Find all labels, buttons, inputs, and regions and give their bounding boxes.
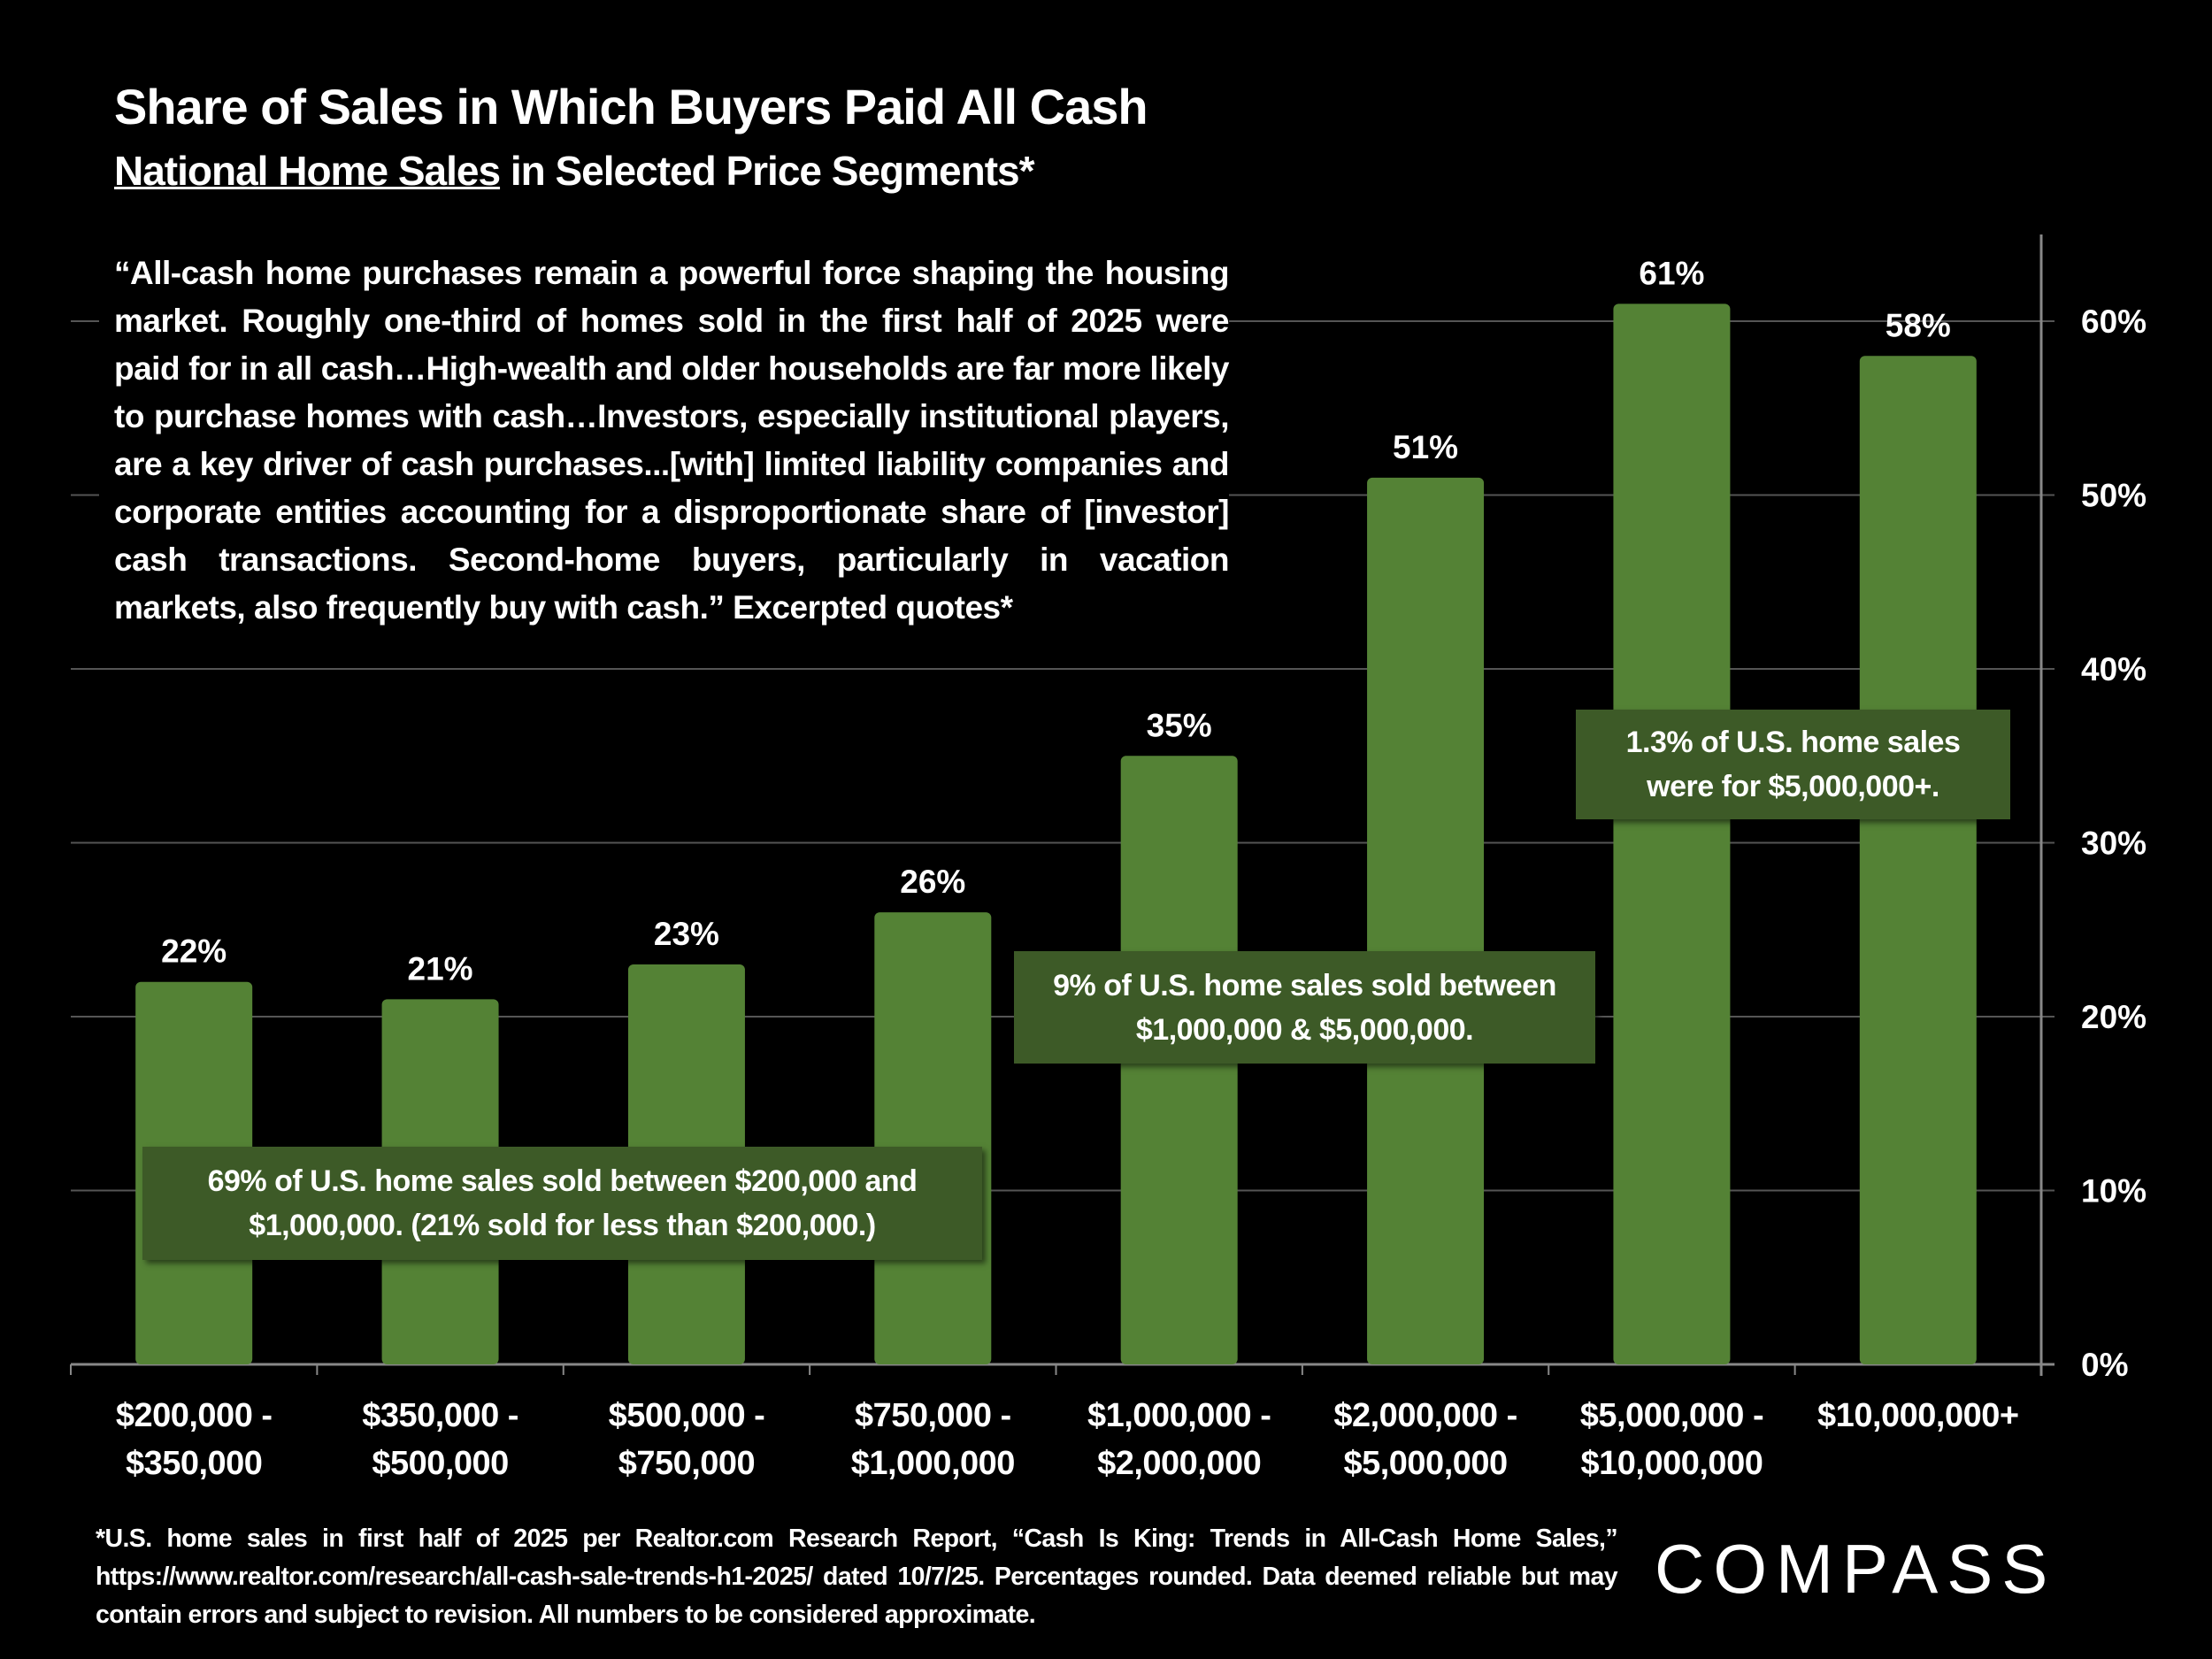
y-tick-label: 20% [2081,999,2147,1035]
data-label: 23% [654,916,719,952]
x-tick-label: $1,000,000 [851,1445,1015,1482]
x-tick-label: $2,000,000 - [1333,1397,1517,1434]
bar [1859,356,1977,1364]
x-tick-label: $10,000,000+ [1817,1397,2019,1434]
x-tick-label: $500,000 - [609,1397,765,1434]
bar [1367,477,1485,1364]
data-label: 51% [1393,429,1458,465]
data-label: 21% [408,950,473,987]
compass-logo: COMPASS [1655,1530,2057,1608]
x-tick-label: $750,000 [618,1445,756,1482]
annotation-low-price: 69% of U.S. home sales sold between $200… [142,1147,982,1260]
y-tick-label: 60% [2081,303,2147,340]
annotation-text: 1.3% of U.S. home sales were for $5,000,… [1625,726,1961,803]
y-tick-label: 10% [2081,1173,2147,1210]
subtitle-rest: in Selected Price Segments* [500,148,1035,194]
quote-text: “All-cash home purchases remain a powerf… [99,237,1230,649]
data-label: 35% [1147,707,1212,743]
annotation-text: 9% of U.S. home sales sold between $1,00… [1053,968,1556,1047]
x-tick-label: $350,000 - [362,1397,518,1434]
y-tick-label: 30% [2081,826,2147,862]
chart-title: Share of Sales in Which Buyers Paid All … [114,79,1148,134]
x-tick-label: $2,000,000 [1097,1445,1261,1482]
data-label: 61% [1639,255,1704,291]
x-tick-label: $10,000,000 [1581,1445,1763,1482]
bar [874,912,992,1364]
data-label: 22% [161,933,227,970]
x-tick-label: $500,000 [372,1445,509,1482]
x-tick-label: $5,000,000 - [1580,1397,1763,1434]
annotation-high-price: 1.3% of U.S. home sales were for $5,000,… [1576,710,2010,819]
x-tick-label: $5,000,000 [1343,1445,1507,1482]
data-label: 58% [1886,307,1951,343]
subtitle-underlined: National Home Sales [114,148,501,194]
bar [1613,303,1731,1365]
y-tick-label: 40% [2081,651,2147,687]
x-tick-label: $200,000 - [116,1397,273,1434]
chart-subtitle: National Home Sales in Selected Price Se… [114,147,1035,195]
annotation-text: 69% of U.S. home sales sold between $200… [207,1164,918,1242]
x-tick-label: $350,000 [126,1445,263,1482]
annotation-mid-price: 9% of U.S. home sales sold between $1,00… [1014,951,1595,1064]
y-tick-label: 50% [2081,478,2147,514]
x-tick-label: $750,000 - [855,1397,1011,1434]
data-label: 26% [900,864,965,900]
y-tick-label: 0% [2081,1347,2128,1383]
x-tick-label: $1,000,000 - [1087,1397,1271,1434]
footnote: *U.S. home sales in first half of 2025 p… [96,1525,1618,1629]
